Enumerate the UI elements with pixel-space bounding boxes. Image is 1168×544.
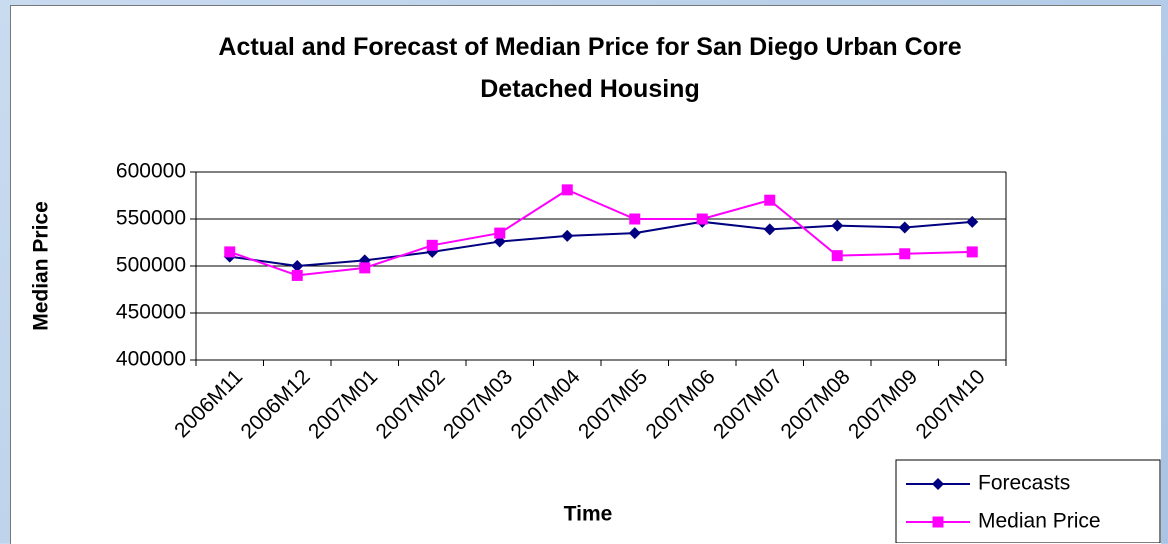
legend-label: Forecasts <box>978 472 1070 495</box>
point <box>764 194 776 206</box>
point <box>426 239 438 251</box>
point <box>899 248 911 260</box>
x-tick-label: 2006M12 <box>237 365 315 443</box>
point <box>932 516 944 528</box>
point <box>291 260 304 272</box>
y-axis-label: Median Price <box>30 201 53 331</box>
legend-label: Median Price <box>978 510 1101 533</box>
legend-box <box>895 459 1161 543</box>
x-tick-label: 2006M11 <box>170 365 247 442</box>
series-line <box>229 188 973 277</box>
y-tick-label: 400000 <box>116 348 186 371</box>
y-tick-label: 450000 <box>116 301 186 324</box>
x-tick-label: 2007M10 <box>912 365 990 443</box>
x-tick-label: 2007M03 <box>439 365 517 443</box>
y-tick-label: 500000 <box>116 254 186 277</box>
point <box>763 223 776 236</box>
point <box>966 215 979 228</box>
point <box>898 221 911 234</box>
chart-title: Actual and Forecast of Median Price for … <box>218 33 962 103</box>
y-tick-label: 600000 <box>116 160 186 183</box>
x-tick-label: 2007M06 <box>642 365 720 443</box>
y-tick-label: 550000 <box>116 207 186 230</box>
point <box>291 269 303 281</box>
x-tick-label: 2007M07 <box>709 365 787 443</box>
x-tick-label: 2007M09 <box>844 365 922 443</box>
x-tick-label: 2007M01 <box>304 365 382 443</box>
point <box>696 213 708 225</box>
point <box>932 478 944 490</box>
x-tick-label: 2007M08 <box>777 365 855 443</box>
point <box>629 213 641 225</box>
series-line <box>229 220 973 268</box>
point <box>224 246 236 258</box>
chart-panel <box>10 5 1161 544</box>
point <box>831 250 843 262</box>
point <box>966 246 978 258</box>
point <box>628 227 641 240</box>
point <box>359 262 371 274</box>
point <box>494 227 506 239</box>
x-tick-label: 2007M05 <box>574 365 652 443</box>
point <box>561 184 573 196</box>
x-tick-label: 2007M04 <box>507 365 585 443</box>
point <box>561 229 574 242</box>
x-tick-label: 2007M02 <box>372 365 450 443</box>
x-axis-label: Time <box>564 503 613 526</box>
point <box>831 219 844 232</box>
